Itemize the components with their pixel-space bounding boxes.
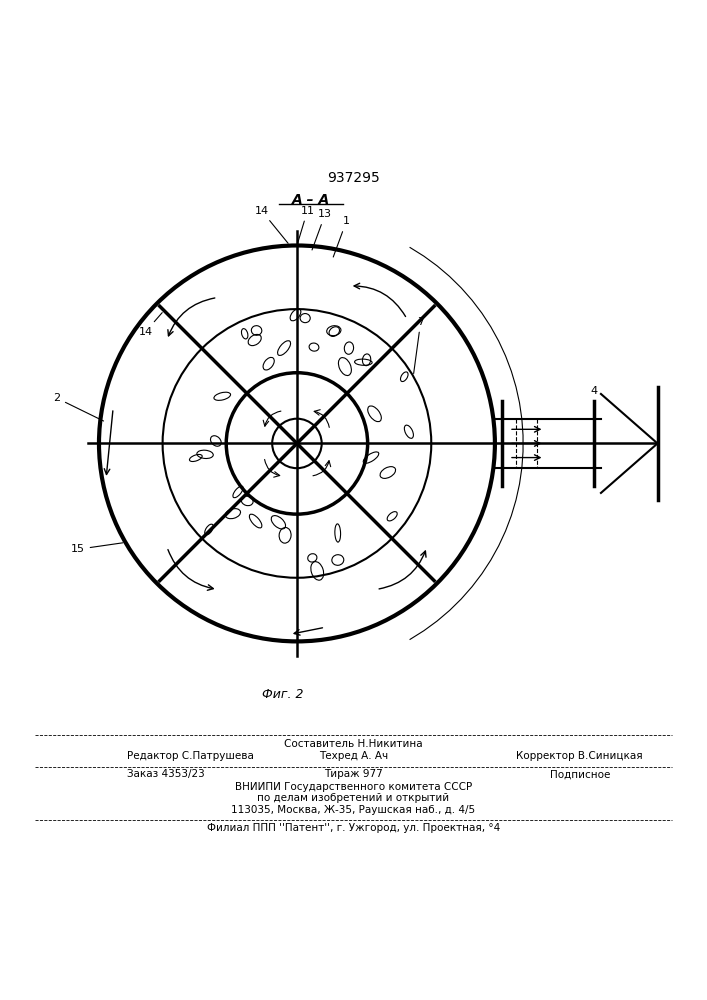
Text: 14: 14 [255,206,288,243]
Text: 14: 14 [139,313,162,337]
Text: 13: 13 [312,209,332,250]
Text: 4: 4 [590,386,597,396]
Text: А – А: А – А [292,193,330,207]
Text: ВНИИПИ Государственного комитета СССР: ВНИИПИ Государственного комитета СССР [235,782,472,792]
Text: Тираж 977: Тираж 977 [324,769,383,779]
Text: Заказ 4353/23: Заказ 4353/23 [127,769,205,779]
Text: 937295: 937295 [327,171,380,185]
Text: Составитель Н.Никитина: Составитель Н.Никитина [284,739,423,749]
Text: Редактор С.Патрушева: Редактор С.Патрушева [127,751,254,761]
Text: 7: 7 [414,317,424,374]
Text: 2: 2 [53,393,103,421]
Text: 113035, Москва, Ж-35, Раушская наб., д. 4/5: 113035, Москва, Ж-35, Раушская наб., д. … [231,805,476,815]
Text: Фиг. 2: Фиг. 2 [262,688,303,701]
Text: по делам изобретений и открытий: по делам изобретений и открытий [257,793,450,803]
Text: Техред А. Ач: Техред А. Ач [319,751,388,761]
Text: Подписное: Подписное [549,769,610,779]
Text: 11: 11 [298,206,315,243]
Text: Корректор В.Синицкая: Корректор В.Синицкая [516,751,643,761]
Text: 1: 1 [333,216,350,257]
Text: Филиал ППП ''Патент'', г. Ужгород, ул. Проектная, °4: Филиал ППП ''Патент'', г. Ужгород, ул. П… [207,823,500,833]
Text: 15: 15 [71,543,123,554]
